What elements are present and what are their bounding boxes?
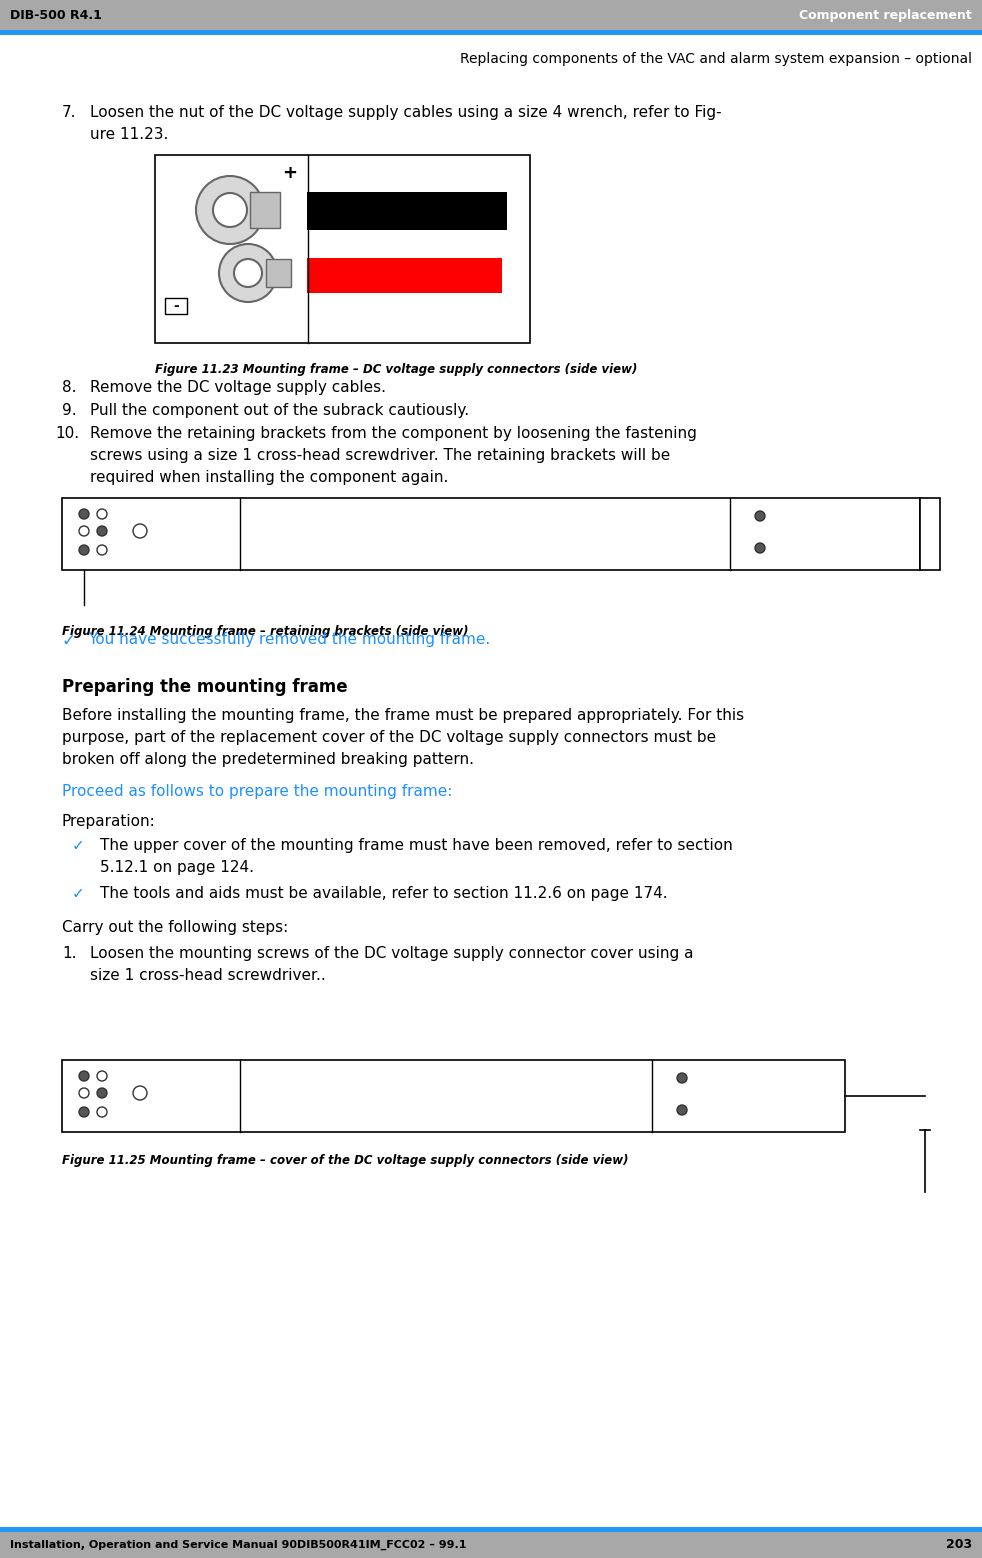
Circle shape xyxy=(234,259,262,287)
Text: broken off along the predetermined breaking pattern.: broken off along the predetermined break… xyxy=(62,753,474,767)
Circle shape xyxy=(677,1105,687,1116)
Text: The upper cover of the mounting frame must have been removed, refer to section: The upper cover of the mounting frame mu… xyxy=(100,838,733,852)
Bar xyxy=(165,298,187,315)
Text: 9.: 9. xyxy=(62,404,77,418)
Text: The tools and aids must be available, refer to section 11.2.6 on page 174.: The tools and aids must be available, re… xyxy=(100,887,668,901)
Circle shape xyxy=(97,1070,107,1081)
Text: +: + xyxy=(283,164,298,182)
Circle shape xyxy=(79,527,89,536)
Text: Figure 11.24 Mounting frame – retaining brackets (side view): Figure 11.24 Mounting frame – retaining … xyxy=(62,625,468,637)
Circle shape xyxy=(97,545,107,555)
Bar xyxy=(155,154,530,343)
Circle shape xyxy=(79,545,89,555)
Text: Pull the component out of the subrack cautiously.: Pull the component out of the subrack ca… xyxy=(90,404,469,418)
Circle shape xyxy=(677,1073,687,1083)
Circle shape xyxy=(133,1086,147,1100)
Circle shape xyxy=(133,523,147,538)
Circle shape xyxy=(213,193,247,227)
Text: Remove the DC voltage supply cables.: Remove the DC voltage supply cables. xyxy=(90,380,386,396)
Text: Installation, Operation and Service Manual 90DIB500R41IM_FCC02 – 99.1: Installation, Operation and Service Manu… xyxy=(10,1539,466,1550)
Text: ure 11.23.: ure 11.23. xyxy=(90,128,168,142)
Text: DIB-500 R4.1: DIB-500 R4.1 xyxy=(10,8,102,22)
Circle shape xyxy=(79,509,89,519)
Bar xyxy=(920,499,940,570)
Text: ✓: ✓ xyxy=(72,838,84,852)
Circle shape xyxy=(755,511,765,520)
Text: Carry out the following steps:: Carry out the following steps: xyxy=(62,921,289,935)
Text: Component replacement: Component replacement xyxy=(799,8,972,22)
Text: You have successfully removed the mounting frame.: You have successfully removed the mounti… xyxy=(88,633,490,647)
Text: Loosen the mounting screws of the DC voltage supply connector cover using a: Loosen the mounting screws of the DC vol… xyxy=(90,946,693,961)
Text: ✓: ✓ xyxy=(62,633,76,650)
Text: ✓: ✓ xyxy=(72,887,84,901)
Circle shape xyxy=(755,544,765,553)
Text: 10.: 10. xyxy=(55,425,80,441)
Bar xyxy=(0,1532,982,1558)
Text: Before installing the mounting frame, the frame must be prepared appropriately. : Before installing the mounting frame, th… xyxy=(62,707,744,723)
Text: 8.: 8. xyxy=(62,380,77,396)
Text: Figure 11.25 Mounting frame – cover of the DC voltage supply connectors (side vi: Figure 11.25 Mounting frame – cover of t… xyxy=(62,1154,628,1167)
Bar xyxy=(0,1527,982,1532)
Bar xyxy=(0,0,982,30)
Text: screws using a size 1 cross-head screwdriver. The retaining brackets will be: screws using a size 1 cross-head screwdr… xyxy=(90,449,671,463)
Text: Preparation:: Preparation: xyxy=(62,813,156,829)
Text: Figure 11.23 Mounting frame – DC voltage supply connectors (side view): Figure 11.23 Mounting frame – DC voltage… xyxy=(155,363,637,375)
Text: 1.: 1. xyxy=(62,946,77,961)
Text: size 1 cross-head screwdriver..: size 1 cross-head screwdriver.. xyxy=(90,968,326,983)
Circle shape xyxy=(79,1087,89,1098)
Circle shape xyxy=(219,245,277,302)
Text: required when installing the component again.: required when installing the component a… xyxy=(90,471,449,485)
Text: purpose, part of the replacement cover of the DC voltage supply connectors must : purpose, part of the replacement cover o… xyxy=(62,731,716,745)
Text: 5.12.1 on page 124.: 5.12.1 on page 124. xyxy=(100,860,254,876)
Bar xyxy=(0,30,982,34)
Text: Loosen the nut of the DC voltage supply cables using a size 4 wrench, refer to F: Loosen the nut of the DC voltage supply … xyxy=(90,104,722,120)
Bar xyxy=(266,259,291,287)
Circle shape xyxy=(79,1108,89,1117)
Circle shape xyxy=(97,1087,107,1098)
Circle shape xyxy=(97,1108,107,1117)
Text: Preparing the mounting frame: Preparing the mounting frame xyxy=(62,678,348,696)
Text: 203: 203 xyxy=(946,1538,972,1552)
Text: 7.: 7. xyxy=(62,104,77,120)
Bar xyxy=(250,192,280,227)
Text: Replacing components of the VAC and alarm system expansion – optional: Replacing components of the VAC and alar… xyxy=(460,51,972,65)
Text: Proceed as follows to prepare the mounting frame:: Proceed as follows to prepare the mounti… xyxy=(62,784,453,799)
Circle shape xyxy=(97,509,107,519)
Bar xyxy=(307,259,502,293)
Circle shape xyxy=(79,1070,89,1081)
Circle shape xyxy=(196,176,264,245)
Circle shape xyxy=(97,527,107,536)
Text: -: - xyxy=(173,299,179,313)
Text: Remove the retaining brackets from the component by loosening the fastening: Remove the retaining brackets from the c… xyxy=(90,425,697,441)
Bar xyxy=(62,499,920,570)
Bar xyxy=(62,1059,845,1133)
Bar xyxy=(307,192,507,231)
